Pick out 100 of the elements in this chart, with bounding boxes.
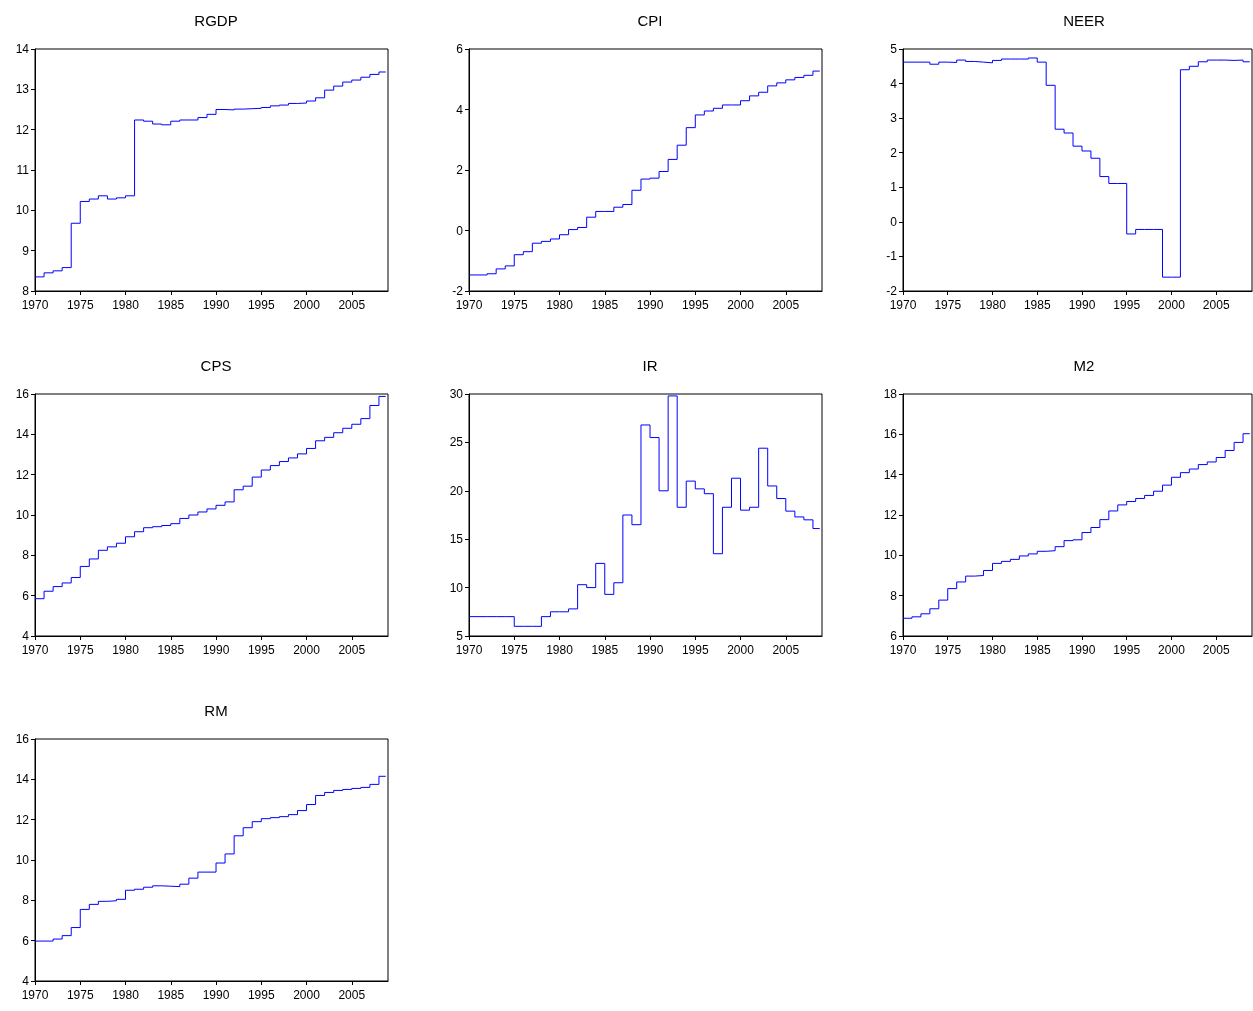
x-tick-label: 1985 bbox=[591, 298, 619, 312]
x-tick-label: 1995 bbox=[1113, 643, 1141, 657]
x-tick-label: 1975 bbox=[500, 643, 528, 657]
y-tick-label: 6 bbox=[22, 933, 30, 948]
x-tick-label: 1985 bbox=[1023, 298, 1051, 312]
x-tick-label: 1990 bbox=[1068, 643, 1096, 657]
chart-title: NEER bbox=[1063, 12, 1105, 29]
y-tick-label: 2 bbox=[456, 163, 464, 177]
x-tick-label: 2000 bbox=[727, 643, 755, 657]
x-tick-label: 1995 bbox=[247, 643, 275, 657]
y-tick-label: 14 bbox=[15, 42, 30, 56]
x-tick-label: 2005 bbox=[338, 298, 366, 312]
y-tick-label: 12 bbox=[15, 122, 30, 137]
x-tick-label: 1980 bbox=[979, 643, 1007, 657]
x-tick-label: 2005 bbox=[338, 988, 366, 1002]
y-tick-label: 8 bbox=[22, 284, 30, 298]
y-tick-label: 8 bbox=[890, 588, 898, 603]
y-tick-label: 4 bbox=[890, 76, 898, 91]
y-tick-label: 8 bbox=[22, 548, 30, 563]
x-tick-label: 1975 bbox=[934, 298, 962, 312]
y-tick-label: 2 bbox=[890, 145, 898, 160]
x-tick-label: 2005 bbox=[772, 643, 800, 657]
x-tick-label: 1975 bbox=[66, 988, 94, 1002]
y-tick-label: 25 bbox=[449, 435, 464, 450]
x-tick-label: 1990 bbox=[202, 988, 230, 1002]
y-tick-label: 0 bbox=[890, 214, 898, 229]
y-tick-label: 4 bbox=[22, 974, 30, 988]
x-tick-label: 1975 bbox=[66, 643, 94, 657]
x-tick-label: 1990 bbox=[636, 298, 664, 312]
chart-title: IR bbox=[642, 357, 658, 374]
x-tick-label: 1980 bbox=[112, 298, 140, 312]
y-tick-label: 15 bbox=[449, 532, 464, 547]
x-tick-label: 1985 bbox=[591, 643, 619, 657]
x-tick-label: 1980 bbox=[546, 298, 574, 312]
chart-title: RGDP bbox=[194, 12, 238, 29]
y-tick-label: 12 bbox=[15, 812, 30, 827]
x-tick-label: 1980 bbox=[546, 643, 574, 657]
y-tick-label: 30 bbox=[449, 387, 464, 401]
y-tick-label: 10 bbox=[15, 203, 30, 218]
y-tick-label: 6 bbox=[22, 588, 30, 603]
y-tick-label: 3 bbox=[890, 111, 898, 126]
x-tick-label: 1995 bbox=[681, 298, 709, 312]
x-tick-label: 1970 bbox=[21, 643, 49, 657]
x-tick-label: 1970 bbox=[455, 298, 483, 312]
x-tick-label: 1975 bbox=[934, 643, 962, 657]
chart-title: M2 bbox=[1073, 357, 1095, 374]
x-tick-label: 2005 bbox=[338, 643, 366, 657]
y-tick-label: 8 bbox=[22, 893, 30, 908]
y-tick-label: -2 bbox=[886, 284, 898, 298]
x-tick-label: 2000 bbox=[1158, 643, 1186, 657]
y-tick-label: 14 bbox=[15, 427, 30, 442]
x-tick-label: 2005 bbox=[772, 298, 800, 312]
y-tick-label: 14 bbox=[883, 467, 898, 482]
x-tick-label: 2000 bbox=[293, 988, 321, 1002]
x-tick-label: 1995 bbox=[247, 298, 275, 312]
x-tick-label: 1970 bbox=[455, 643, 483, 657]
y-tick-label: 10 bbox=[15, 508, 30, 522]
x-tick-label: 1995 bbox=[247, 988, 275, 1002]
y-tick-label: 0 bbox=[456, 223, 464, 238]
y-tick-label: 4 bbox=[456, 102, 464, 117]
y-tick-label: 11 bbox=[16, 163, 30, 177]
x-tick-label: 1990 bbox=[1068, 298, 1096, 312]
y-tick-label: 6 bbox=[456, 42, 464, 56]
x-tick-label: 2000 bbox=[727, 298, 755, 312]
y-tick-label: -2 bbox=[452, 284, 464, 298]
y-tick-label: 9 bbox=[22, 243, 30, 258]
x-tick-label: 2000 bbox=[293, 298, 321, 312]
y-tick-label: 5 bbox=[456, 629, 464, 643]
x-tick-label: 2005 bbox=[1202, 643, 1230, 657]
y-tick-label: 10 bbox=[15, 853, 30, 867]
chart-title: CPI bbox=[637, 12, 663, 29]
chart-title: RM bbox=[204, 702, 228, 719]
x-tick-label: 2000 bbox=[293, 643, 321, 657]
x-tick-label: 1990 bbox=[202, 298, 230, 312]
y-tick-label: 1 bbox=[890, 180, 898, 195]
y-tick-label: 20 bbox=[449, 483, 464, 498]
x-tick-label: 1980 bbox=[979, 298, 1007, 312]
y-tick-label: 18 bbox=[883, 387, 898, 401]
x-tick-label: 1980 bbox=[112, 988, 140, 1002]
x-tick-label: 1970 bbox=[889, 643, 917, 657]
y-tick-label: 16 bbox=[15, 732, 30, 746]
x-tick-label: 1975 bbox=[66, 298, 94, 312]
x-tick-label: 2000 bbox=[1158, 298, 1186, 312]
y-tick-label: 14 bbox=[15, 772, 30, 787]
y-tick-label: 10 bbox=[883, 548, 898, 563]
y-tick-label: -1 bbox=[886, 249, 898, 264]
x-tick-label: 1990 bbox=[202, 643, 230, 657]
x-tick-label: 1980 bbox=[112, 643, 140, 657]
x-tick-label: 1985 bbox=[157, 643, 185, 657]
y-tick-label: 4 bbox=[22, 629, 30, 643]
x-tick-label: 1995 bbox=[1113, 298, 1141, 312]
x-tick-label: 1970 bbox=[21, 298, 49, 312]
x-tick-label: 1985 bbox=[1023, 643, 1051, 657]
y-tick-label: 13 bbox=[15, 82, 30, 97]
y-tick-label: 6 bbox=[890, 629, 898, 643]
x-tick-label: 1975 bbox=[500, 298, 528, 312]
chart-title: CPS bbox=[200, 357, 232, 374]
x-tick-label: 1995 bbox=[681, 643, 709, 657]
x-tick-label: 1970 bbox=[21, 988, 49, 1002]
y-tick-label: 16 bbox=[883, 427, 898, 442]
